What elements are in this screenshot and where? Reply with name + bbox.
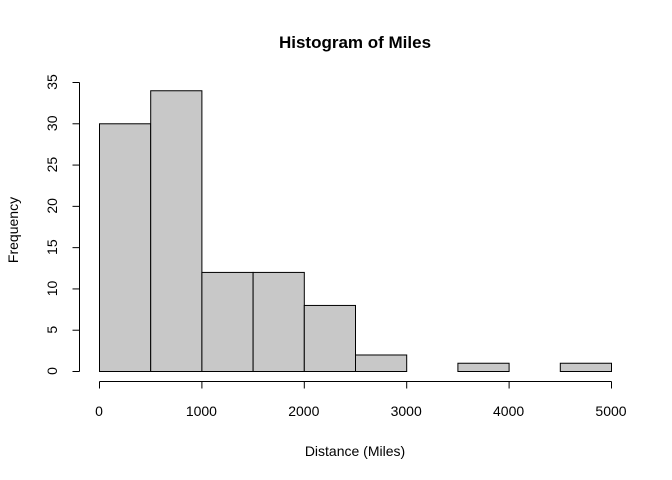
y-tick-label: 10	[44, 280, 60, 296]
x-tick-label: 0	[95, 403, 103, 419]
x-tick-label: 4000	[493, 403, 524, 419]
chart-title: Histogram of Miles	[279, 33, 431, 52]
y-tick-label: 25	[44, 157, 60, 173]
x-tick-label: 1000	[186, 403, 217, 419]
y-tick-label: 15	[44, 239, 60, 255]
y-tick-label: 0	[44, 367, 60, 375]
histogram-bar	[303, 304, 356, 373]
histogram-bar	[355, 354, 408, 373]
histogram-bar	[559, 362, 612, 373]
y-axis-label: Frequency	[5, 197, 21, 263]
y-tick-label: 20	[44, 198, 60, 214]
x-tick-label: 3000	[391, 403, 422, 419]
x-tick-label: 2000	[288, 403, 319, 419]
histogram-bar	[201, 271, 254, 372]
y-tick-label: 35	[44, 74, 60, 90]
histogram-bar	[150, 90, 203, 372]
y-tick-label: 30	[44, 115, 60, 131]
x-tick-label: 5000	[595, 403, 626, 419]
y-axis: 0 5 10 15 20 25 30 35	[44, 74, 80, 375]
histogram-bar	[457, 362, 510, 373]
histogram-bars	[99, 90, 612, 373]
x-axis: 0 1000 2000 3000 4000 5000	[95, 381, 627, 419]
histogram-bar	[99, 123, 152, 372]
x-axis-label: Distance (Miles)	[305, 443, 405, 459]
y-tick-label: 5	[44, 326, 60, 334]
histogram-bar	[252, 271, 305, 372]
